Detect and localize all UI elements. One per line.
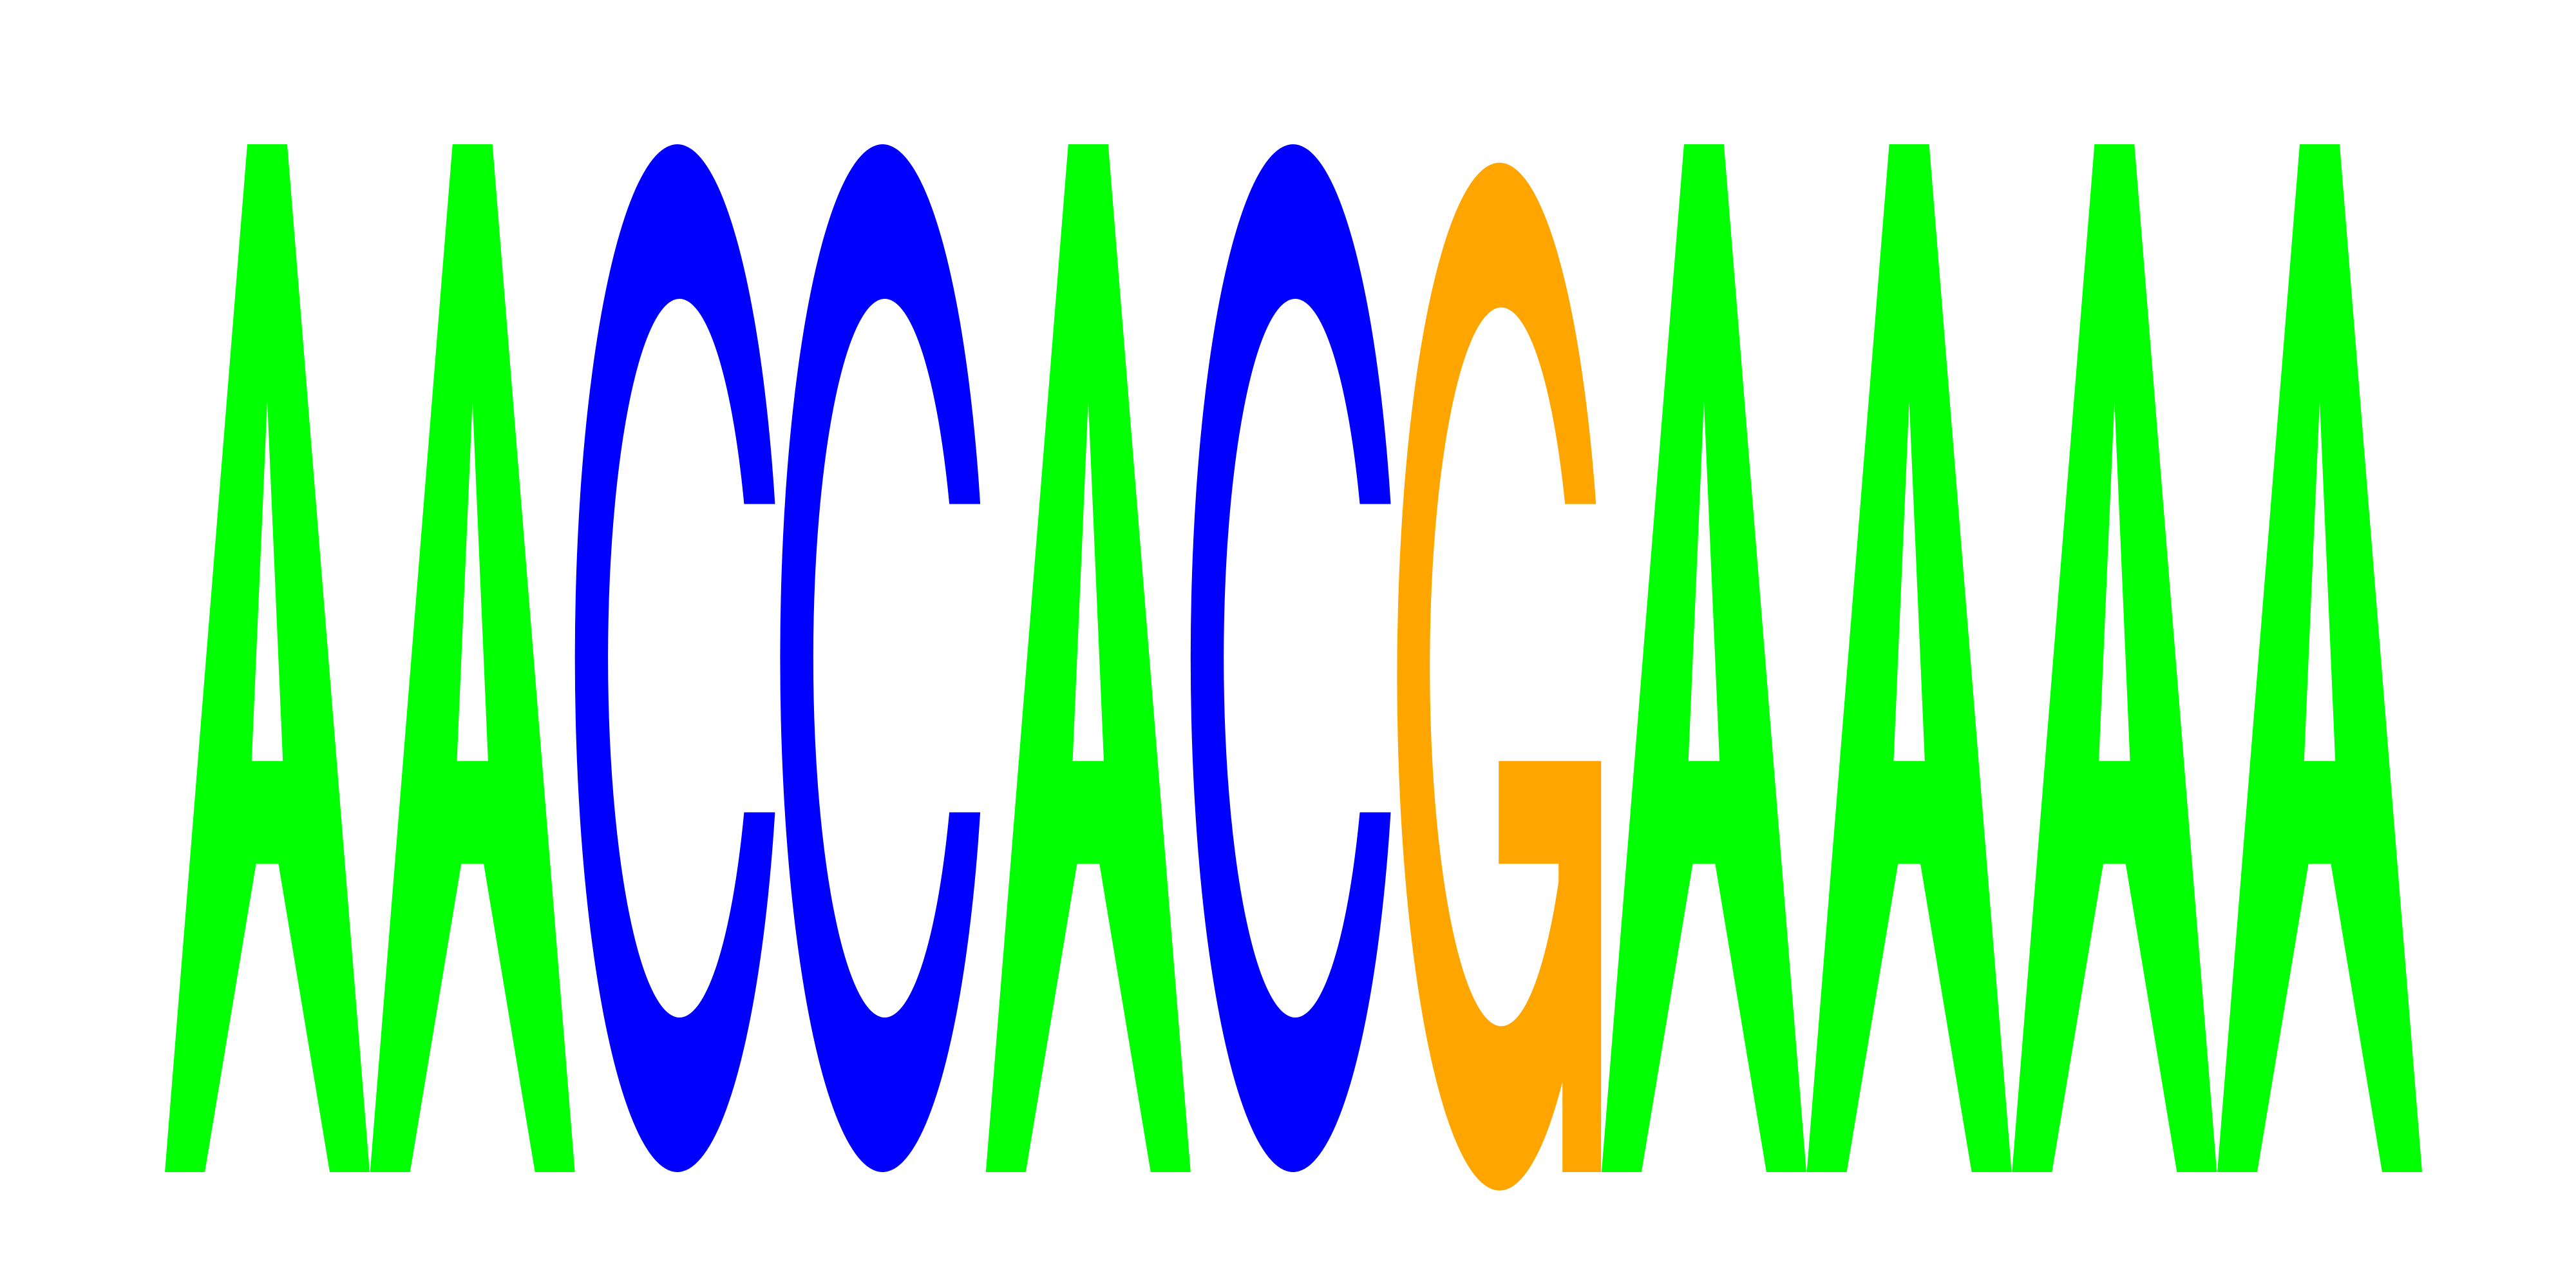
logo-letter-a-pos-11 (2217, 144, 2422, 1172)
logo-letter-g-pos-7 (1397, 162, 1602, 1191)
logo-letter-c-pos-3 (574, 144, 775, 1172)
logo-letter-c-pos-6 (1190, 144, 1391, 1173)
letters-layer (165, 144, 2422, 1191)
logo-letter-a-pos-2 (370, 144, 575, 1172)
logo-letter-a-pos-8 (1601, 144, 1806, 1172)
logo-letter-a-pos-9 (1806, 144, 2012, 1172)
logo-letter-a-pos-1 (165, 144, 370, 1172)
logo-letter-c-pos-4 (780, 144, 981, 1173)
logo-letter-a-pos-5 (985, 144, 1191, 1172)
logo-letter-a-pos-10 (2012, 144, 2217, 1172)
